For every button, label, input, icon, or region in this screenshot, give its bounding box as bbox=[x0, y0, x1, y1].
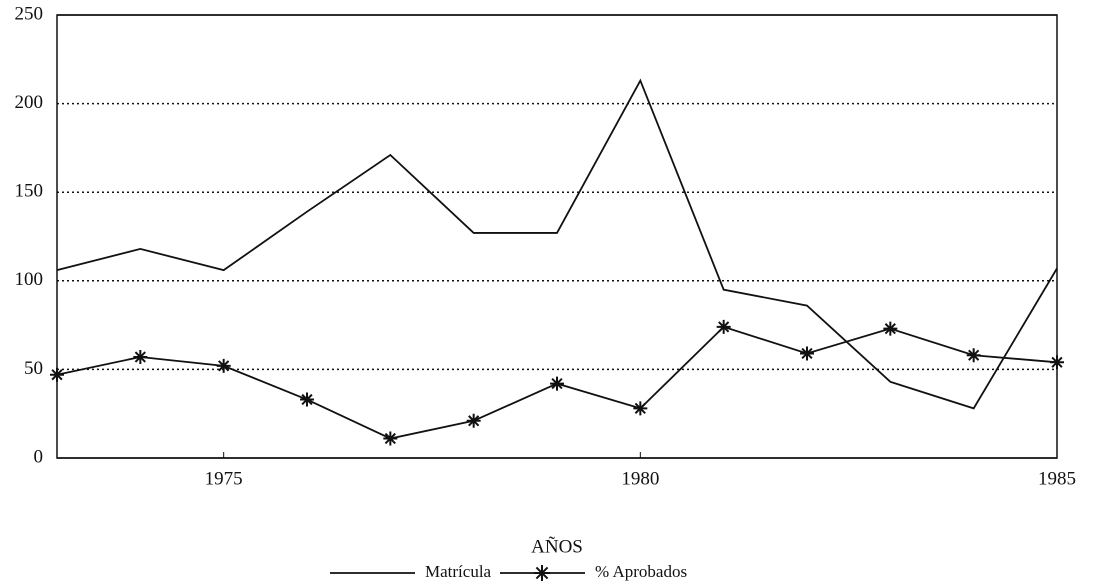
plot-frame bbox=[56, 14, 1058, 459]
marker bbox=[1050, 355, 1064, 370]
marker bbox=[716, 319, 731, 334]
x-tick-label: 1975 bbox=[205, 468, 243, 489]
marker bbox=[633, 401, 648, 416]
marker bbox=[133, 349, 148, 364]
marker bbox=[300, 392, 314, 407]
marker bbox=[883, 321, 898, 336]
y-tick-label: 150 bbox=[15, 181, 44, 202]
legend-label: % Aprobados bbox=[595, 562, 687, 581]
y-tick-label: 100 bbox=[15, 269, 44, 290]
y-tick-label: 200 bbox=[15, 92, 44, 113]
marker bbox=[383, 431, 398, 446]
y-tick-label: 250 bbox=[15, 3, 44, 24]
series-line bbox=[56, 78, 1058, 410]
marker bbox=[216, 358, 231, 373]
marker bbox=[966, 348, 981, 363]
marker bbox=[800, 346, 814, 361]
y-tick-label: 0 bbox=[34, 446, 44, 467]
x-tick-label: 1980 bbox=[621, 468, 659, 489]
marker bbox=[534, 565, 550, 581]
legend-label: Matrícula bbox=[425, 562, 492, 581]
marker bbox=[50, 367, 64, 382]
marker bbox=[550, 376, 564, 391]
y-tick-label: 50 bbox=[24, 358, 43, 379]
marker bbox=[466, 413, 481, 428]
x-axis-label: AÑOS bbox=[531, 535, 583, 557]
x-tick-label: 1985 bbox=[1038, 468, 1076, 489]
